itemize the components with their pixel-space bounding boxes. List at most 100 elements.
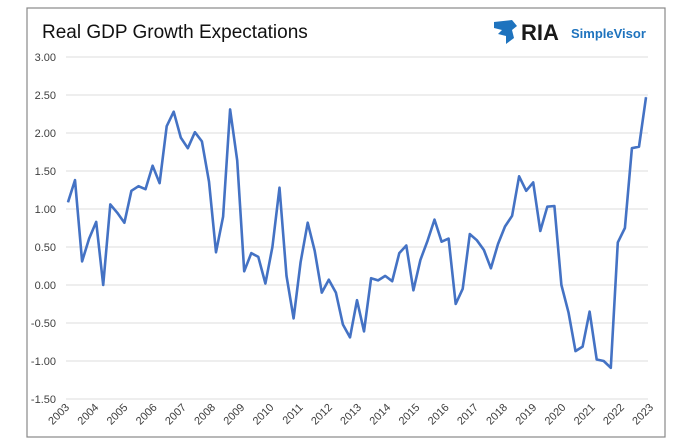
data-point <box>532 181 534 183</box>
data-point <box>405 244 407 246</box>
y-tick-label: 2.50 <box>35 90 56 102</box>
data-point <box>610 367 612 369</box>
data-point <box>546 206 548 208</box>
data-point <box>483 249 485 251</box>
data-point <box>384 275 386 277</box>
data-point <box>229 108 231 110</box>
data-point <box>377 279 379 281</box>
data-point <box>560 284 562 286</box>
data-point <box>539 230 541 232</box>
data-point <box>370 277 372 279</box>
data-point <box>412 289 414 291</box>
data-point <box>109 203 111 205</box>
data-point <box>201 140 203 142</box>
data-point <box>278 187 280 189</box>
data-point <box>166 125 168 127</box>
chart-frame <box>26 7 666 438</box>
data-point <box>194 131 196 133</box>
data-point <box>490 267 492 269</box>
y-tick-label: 0.50 <box>35 242 56 254</box>
data-point <box>645 96 647 98</box>
data-point <box>448 238 450 240</box>
data-point <box>391 280 393 282</box>
y-tick-label: 0.00 <box>35 280 56 292</box>
y-tick-label: -0.50 <box>31 318 56 330</box>
data-point <box>208 181 210 183</box>
data-point <box>271 246 273 248</box>
data-point <box>553 205 555 207</box>
data-point <box>130 190 132 192</box>
data-point <box>159 182 161 184</box>
data-point <box>335 292 337 294</box>
data-point <box>455 303 457 305</box>
data-point <box>102 284 104 286</box>
data-point <box>321 292 323 294</box>
data-point <box>603 360 605 362</box>
data-point <box>567 311 569 313</box>
y-tick-label: 3.00 <box>35 52 56 64</box>
data-point <box>187 147 189 149</box>
data-point <box>314 250 316 252</box>
data-point <box>589 311 591 313</box>
y-tick-label: 2.00 <box>35 128 56 140</box>
data-point <box>307 222 309 224</box>
data-point <box>631 147 633 149</box>
data-point <box>624 227 626 229</box>
data-point <box>300 261 302 263</box>
logo: RIA SimpleVisor <box>494 20 646 45</box>
data-point <box>257 256 259 258</box>
y-tick-label: 1.50 <box>35 166 56 178</box>
data-point <box>67 201 69 203</box>
data-point <box>293 317 295 319</box>
data-point <box>88 238 90 240</box>
data-point <box>342 324 344 326</box>
y-tick-label: -1.00 <box>31 356 56 368</box>
data-point <box>145 188 147 190</box>
data-point <box>497 243 499 245</box>
data-point <box>525 190 527 192</box>
data-point <box>328 279 330 281</box>
data-point <box>236 159 238 161</box>
data-point <box>596 358 598 360</box>
data-point <box>95 221 97 223</box>
data-point <box>215 251 217 253</box>
data-point <box>349 336 351 338</box>
data-point <box>398 252 400 254</box>
data-point <box>419 259 421 261</box>
data-point <box>180 137 182 139</box>
data-point <box>504 225 506 227</box>
data-point <box>222 216 224 218</box>
data-point <box>250 252 252 254</box>
data-point <box>476 239 478 241</box>
data-point <box>243 270 245 272</box>
eagle-icon <box>494 20 517 44</box>
data-point <box>617 241 619 243</box>
data-point <box>152 165 154 167</box>
data-point <box>286 275 288 277</box>
logo-product: SimpleVisor <box>571 26 646 41</box>
data-point <box>434 219 436 221</box>
data-point <box>123 222 125 224</box>
data-point <box>575 350 577 352</box>
data-point <box>441 241 443 243</box>
data-point <box>426 240 428 242</box>
data-point <box>462 288 464 290</box>
data-point <box>173 111 175 113</box>
data-point <box>638 146 640 148</box>
data-point <box>116 212 118 214</box>
data-point <box>264 282 266 284</box>
data-point <box>511 215 513 217</box>
data-point <box>74 179 76 181</box>
data-point <box>582 346 584 348</box>
y-tick-label: 1.00 <box>35 204 56 216</box>
data-point <box>469 233 471 235</box>
data-point <box>137 185 139 187</box>
y-tick-label: -1.50 <box>31 394 56 406</box>
data-point <box>81 260 83 262</box>
data-point <box>363 330 365 332</box>
data-point <box>518 175 520 177</box>
logo-brand: RIA <box>521 20 559 45</box>
data-point <box>356 299 358 301</box>
chart-title: Real GDP Growth Expectations <box>42 22 308 43</box>
